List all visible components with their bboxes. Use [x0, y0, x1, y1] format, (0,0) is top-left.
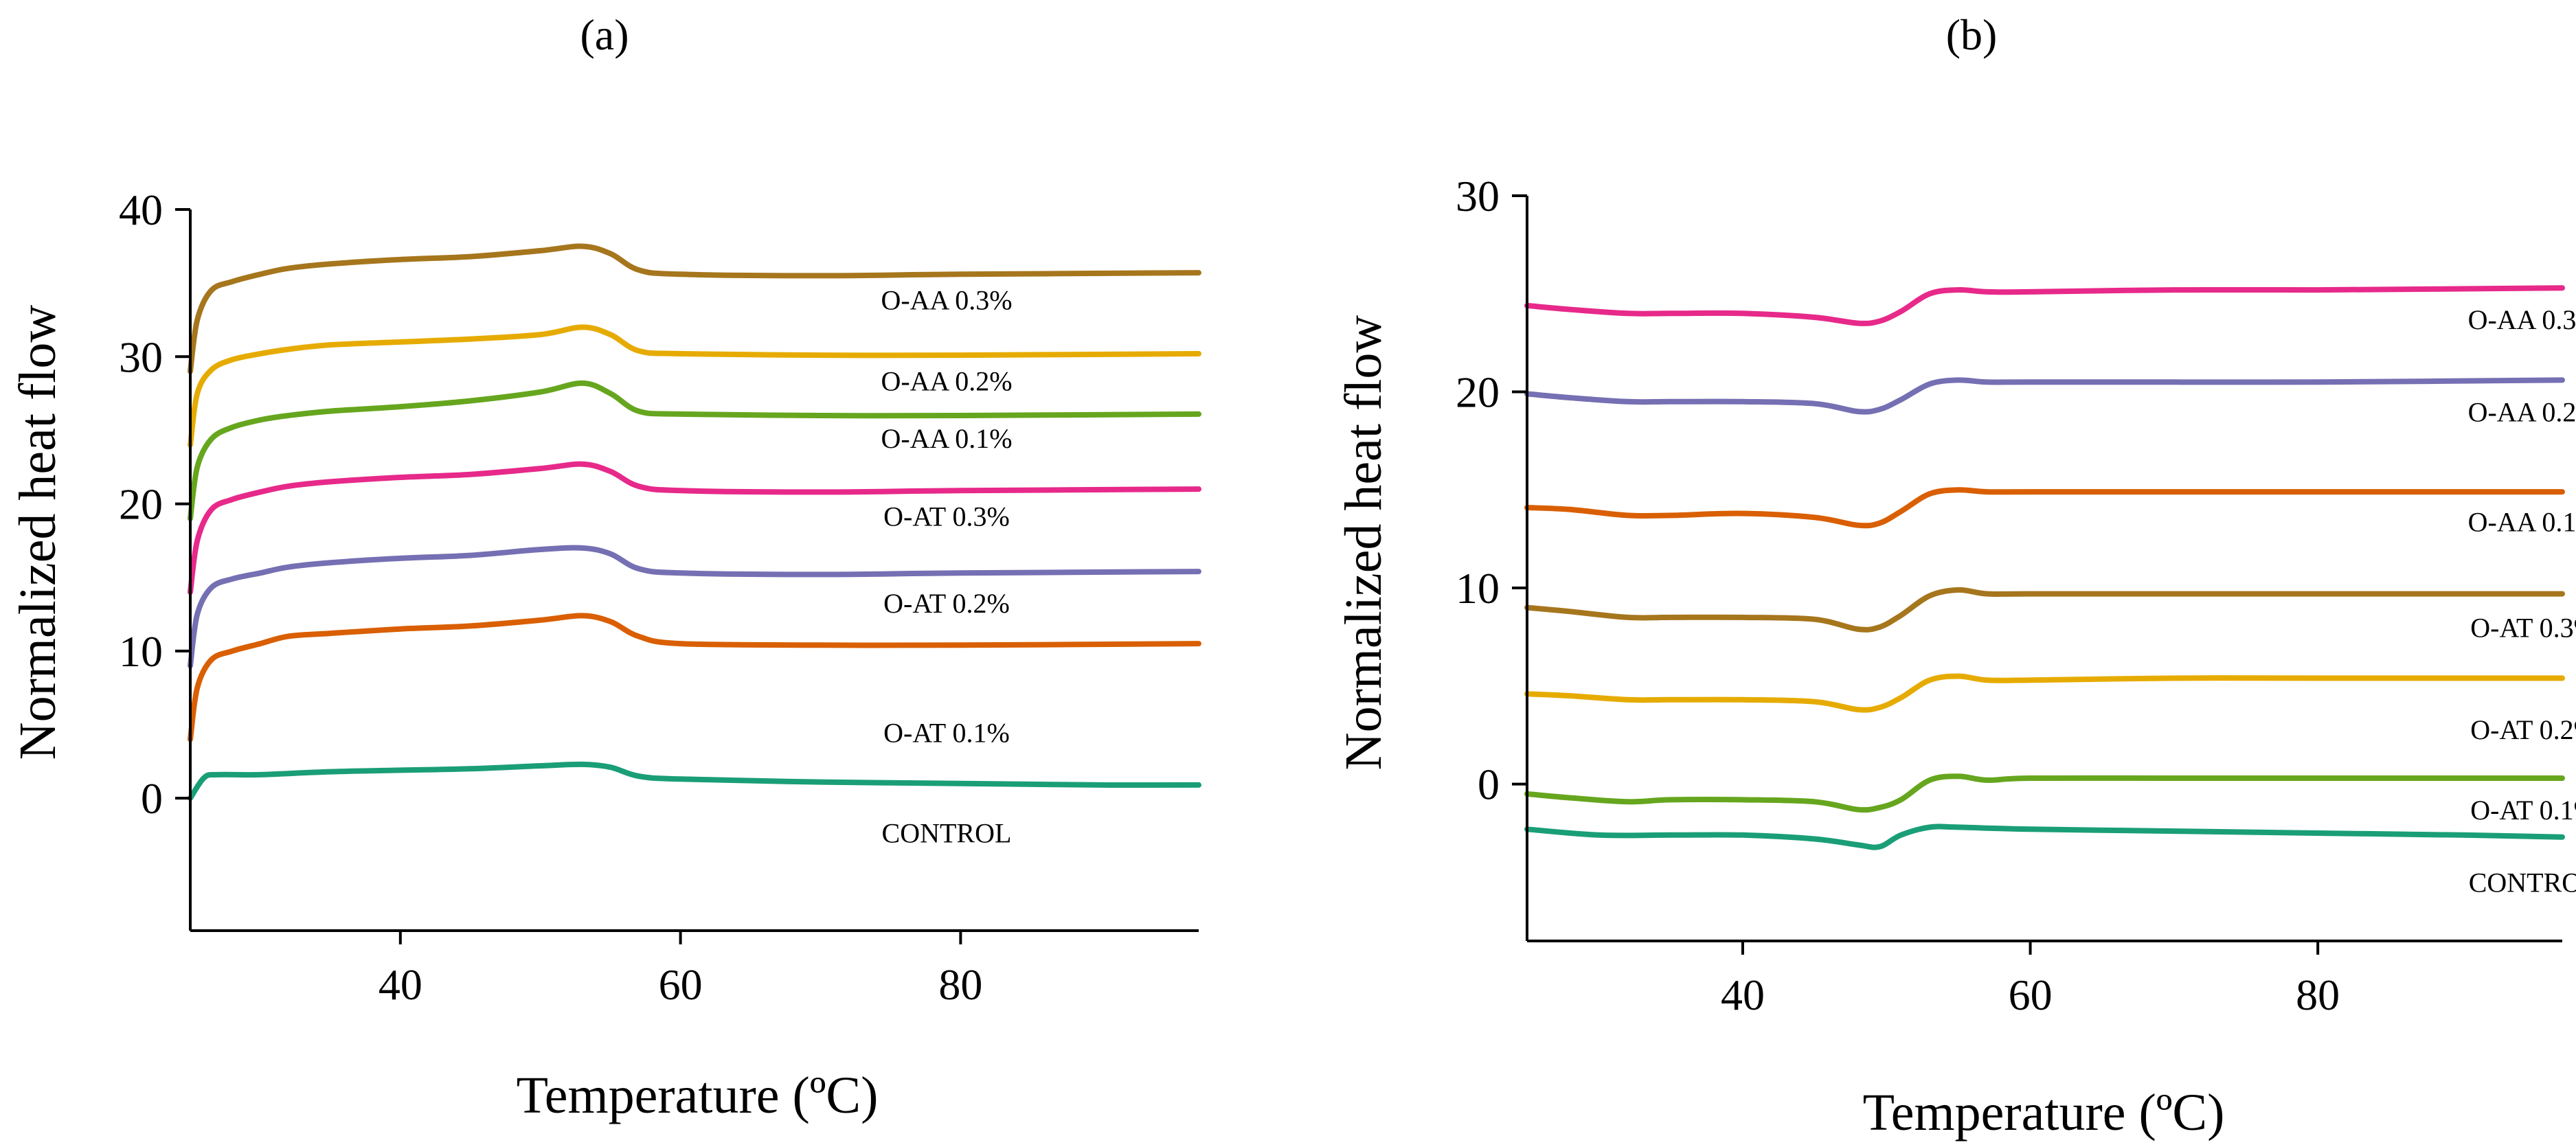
y-tick-label: 30 [119, 332, 163, 381]
series-label: CONTROL [882, 817, 1012, 848]
series-line-o-at-0-1 [1524, 773, 2565, 813]
x-tick-label: 40 [1721, 970, 1765, 1019]
y-tick-label: 20 [119, 480, 163, 529]
y-tick-label: 10 [1456, 564, 1500, 613]
series-line-o-aa-0-3 [188, 243, 1201, 374]
series-line-o-aa-0-2 [1524, 377, 2565, 415]
panel-b-label: (b) [1946, 10, 1998, 59]
panel-a-curves [188, 243, 1201, 802]
series-line-o-aa-0-1 [188, 380, 1201, 521]
series-label: O-AT 0.2% [2470, 714, 2576, 745]
panel-b-curves [1524, 285, 2565, 850]
series-line-o-aa-0-2 [188, 324, 1201, 448]
panel-a-x-ticks: 40 60 80 [379, 931, 982, 1009]
series-label: O-AA 0.3% [2468, 304, 2576, 335]
series-label: O-AA 0.2% [881, 366, 1012, 397]
panel-a-y-axis-title: Normalized heat flow [9, 305, 67, 760]
y-tick-label: 20 [1456, 368, 1500, 417]
x-tick-label: 80 [938, 960, 982, 1009]
panel-b-series-labels: CONTROL O-AT 0.1% O-AT 0.2% O-AT 0.3% O-AA 0… [2468, 304, 2576, 898]
series-line-o-aa-0-1 [1524, 487, 2565, 529]
series-label: O-AA 0.1% [881, 423, 1012, 454]
x-tick-label: 60 [659, 960, 703, 1009]
y-tick-label: 30 [1456, 172, 1500, 220]
series-label: O-AA 0.3% [881, 285, 1012, 316]
series-label: CONTROL [2469, 867, 2576, 898]
series-label: O-AT 0.1% [2470, 795, 2576, 826]
y-tick-label: 40 [119, 185, 163, 234]
series-line-control [1524, 824, 2565, 850]
y-tick-label: 0 [1478, 760, 1500, 809]
panel-a: (a) CONTROL O-AT 0.1% O-AT 0.2% O-AT 0.3% O-… [9, 10, 1201, 1124]
panel-b-x-axis-title: Temperature (ºC) [1863, 1084, 2225, 1142]
y-tick-label: 10 [119, 627, 163, 676]
panel-a-y-ticks: 0 10 20 30 40 [119, 185, 190, 823]
series-line-o-at-0-2 [188, 545, 1201, 669]
panel-b-y-ticks: 0 10 20 30 [1456, 172, 1527, 809]
y-tick-label: 0 [141, 774, 163, 823]
series-line-o-at-0-3 [1524, 587, 2565, 633]
series-label: O-AA 0.1% [2468, 506, 2576, 537]
panel-b-x-ticks: 40 60 80 [1721, 941, 2340, 1019]
series-label: O-AA 0.2% [2468, 396, 2576, 427]
panel-a-x-axis-title: Temperature (ºC) [517, 1067, 879, 1124]
panel-b-y-axis-title: Normalized heat flow [1335, 315, 1392, 771]
series-line-control [188, 761, 1201, 802]
x-tick-label: 60 [2009, 970, 2053, 1019]
series-label: O-AT 0.1% [883, 718, 1010, 749]
series-label: O-AT 0.2% [883, 588, 1010, 619]
series-label: O-AT 0.3% [2470, 612, 2576, 643]
series-line-o-at-0-3 [188, 461, 1201, 595]
panel-a-label: (a) [580, 10, 629, 59]
panel-a-series-labels: CONTROL O-AT 0.1% O-AT 0.2% O-AT 0.3% O-AA 0… [881, 285, 1012, 849]
series-line-o-at-0-1 [188, 613, 1201, 742]
panel-b: (b) CONTROL O-AT 0.1% O-AT 0.2% O-AT 0.3% O-… [1335, 10, 2576, 1142]
series-line-o-at-0-2 [1524, 673, 2565, 713]
x-tick-label: 40 [379, 960, 422, 1009]
x-tick-label: 80 [2296, 970, 2340, 1019]
series-line-o-aa-0-3 [1524, 285, 2565, 326]
series-label: O-AT 0.3% [883, 501, 1010, 532]
